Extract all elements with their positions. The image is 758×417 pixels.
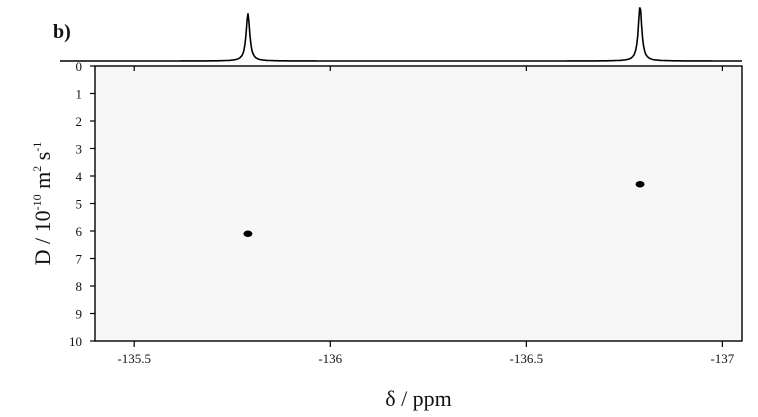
y-tick-label: 9 xyxy=(76,307,83,322)
y-tick-label: 1 xyxy=(76,87,83,102)
y-tick-label: 3 xyxy=(76,142,83,157)
data-point xyxy=(243,230,253,237)
y-axis-label: D / 10-10 m2 s-1 xyxy=(30,142,55,266)
x-axis-label: δ / ppm xyxy=(385,386,452,411)
x-tick-label: -136.5 xyxy=(510,351,544,366)
x-axis-ticks: -135.5 -136 -136.5 -137 xyxy=(117,66,735,366)
panel-label: b) xyxy=(53,21,71,43)
y-axis-label-exp3: -1 xyxy=(30,142,44,152)
x-tick-label: -137 xyxy=(710,351,734,366)
y-tick-label: 8 xyxy=(76,279,83,294)
y-tick-label: 6 xyxy=(76,224,83,239)
y-axis-label-unit: m xyxy=(30,172,55,195)
y-tick-label: 0 xyxy=(76,59,83,74)
data-point xyxy=(635,181,645,188)
y-axis-label-text: D / 10 xyxy=(30,210,55,265)
y-axis-ticks: 0 1 2 3 4 5 6 7 8 9 10 xyxy=(69,59,95,349)
x-tick-label: -135.5 xyxy=(117,351,151,366)
y-axis-label-exp1: -10 xyxy=(30,194,44,210)
y-tick-label: 2 xyxy=(76,114,83,129)
y-tick-label: 10 xyxy=(69,334,82,349)
y-tick-label: 4 xyxy=(76,169,83,184)
y-tick-label: 5 xyxy=(76,197,83,212)
plot-area xyxy=(94,65,743,342)
y-tick-label: 7 xyxy=(76,252,83,267)
x-tick-label: -136 xyxy=(318,351,342,366)
y-axis-label-exp2: 2 xyxy=(30,166,44,172)
data-points xyxy=(243,181,645,237)
spectrum-trace xyxy=(60,7,742,62)
spectrum-1d xyxy=(60,7,742,62)
y-axis-label-unit2: s xyxy=(30,152,55,166)
